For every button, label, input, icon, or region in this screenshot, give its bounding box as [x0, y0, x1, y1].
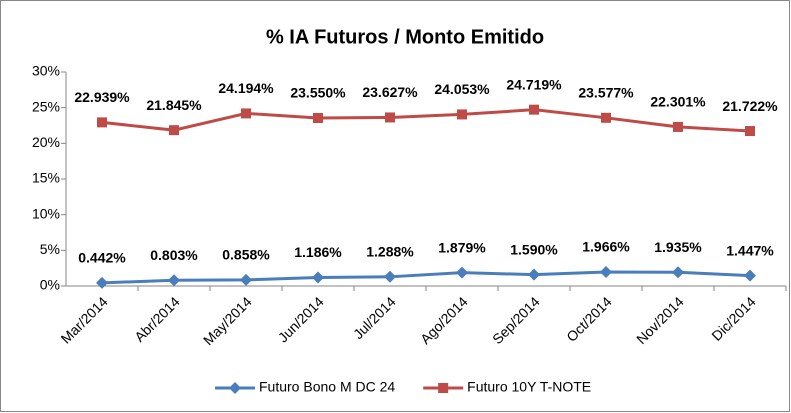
marker: [744, 269, 756, 282]
marker: [97, 117, 107, 128]
data-label: 1.879%: [438, 239, 486, 255]
y-tick-label: 25%: [32, 98, 60, 114]
data-label: 23.627%: [362, 84, 418, 100]
data-label: 24.719%: [506, 76, 562, 92]
y-tick-label: 0%: [40, 277, 60, 293]
marker: [96, 276, 108, 289]
marker: [385, 112, 395, 123]
marker: [241, 108, 251, 119]
data-label: 1.186%: [294, 244, 342, 260]
legend-label: Futuro 10Y T-NOTE: [467, 379, 591, 395]
marker: [673, 121, 683, 132]
marker: [457, 109, 467, 120]
data-label: 0.442%: [78, 250, 126, 266]
data-label: 23.577%: [578, 85, 634, 101]
y-tick-label: 20%: [32, 134, 60, 150]
marker: [600, 265, 612, 278]
data-label: 0.858%: [222, 247, 270, 263]
data-label: 21.845%: [146, 97, 202, 113]
data-label: 21.722%: [722, 98, 778, 114]
data-label: 1.590%: [510, 241, 558, 257]
series-line: [101, 108, 751, 133]
data-label: 22.301%: [650, 94, 706, 110]
marker: [745, 126, 755, 137]
y-tick-label: 15%: [32, 170, 60, 186]
marker: [169, 125, 179, 136]
marker: [168, 274, 180, 287]
marker: [313, 113, 323, 124]
marker: [312, 271, 324, 284]
chart-title: % IA Futuros / Monto Emitido: [266, 26, 544, 48]
marker: [601, 112, 611, 123]
data-label: 1.935%: [654, 239, 702, 255]
marker: [384, 270, 396, 283]
data-label: 1.966%: [582, 239, 630, 255]
data-label: 1.447%: [726, 242, 774, 258]
marker: [240, 273, 252, 286]
marker: [529, 104, 539, 115]
data-label: 24.053%: [434, 81, 490, 97]
data-label: 0.803%: [150, 247, 198, 263]
series-line: [101, 270, 751, 285]
legend-marker: [438, 383, 449, 393]
legend-marker: [229, 382, 241, 394]
data-label: 1.288%: [366, 244, 414, 260]
marker: [528, 268, 540, 281]
y-tick-label: 5%: [40, 241, 60, 257]
data-label: 22.939%: [74, 89, 130, 105]
y-tick-label: 10%: [32, 205, 60, 221]
data-label: 23.550%: [290, 85, 346, 101]
legend-label: Futuro Bono M DC 24: [259, 379, 395, 395]
marker: [456, 266, 468, 279]
y-tick-label: 30%: [32, 63, 60, 79]
marker: [672, 266, 684, 279]
data-label: 24.194%: [218, 80, 274, 96]
